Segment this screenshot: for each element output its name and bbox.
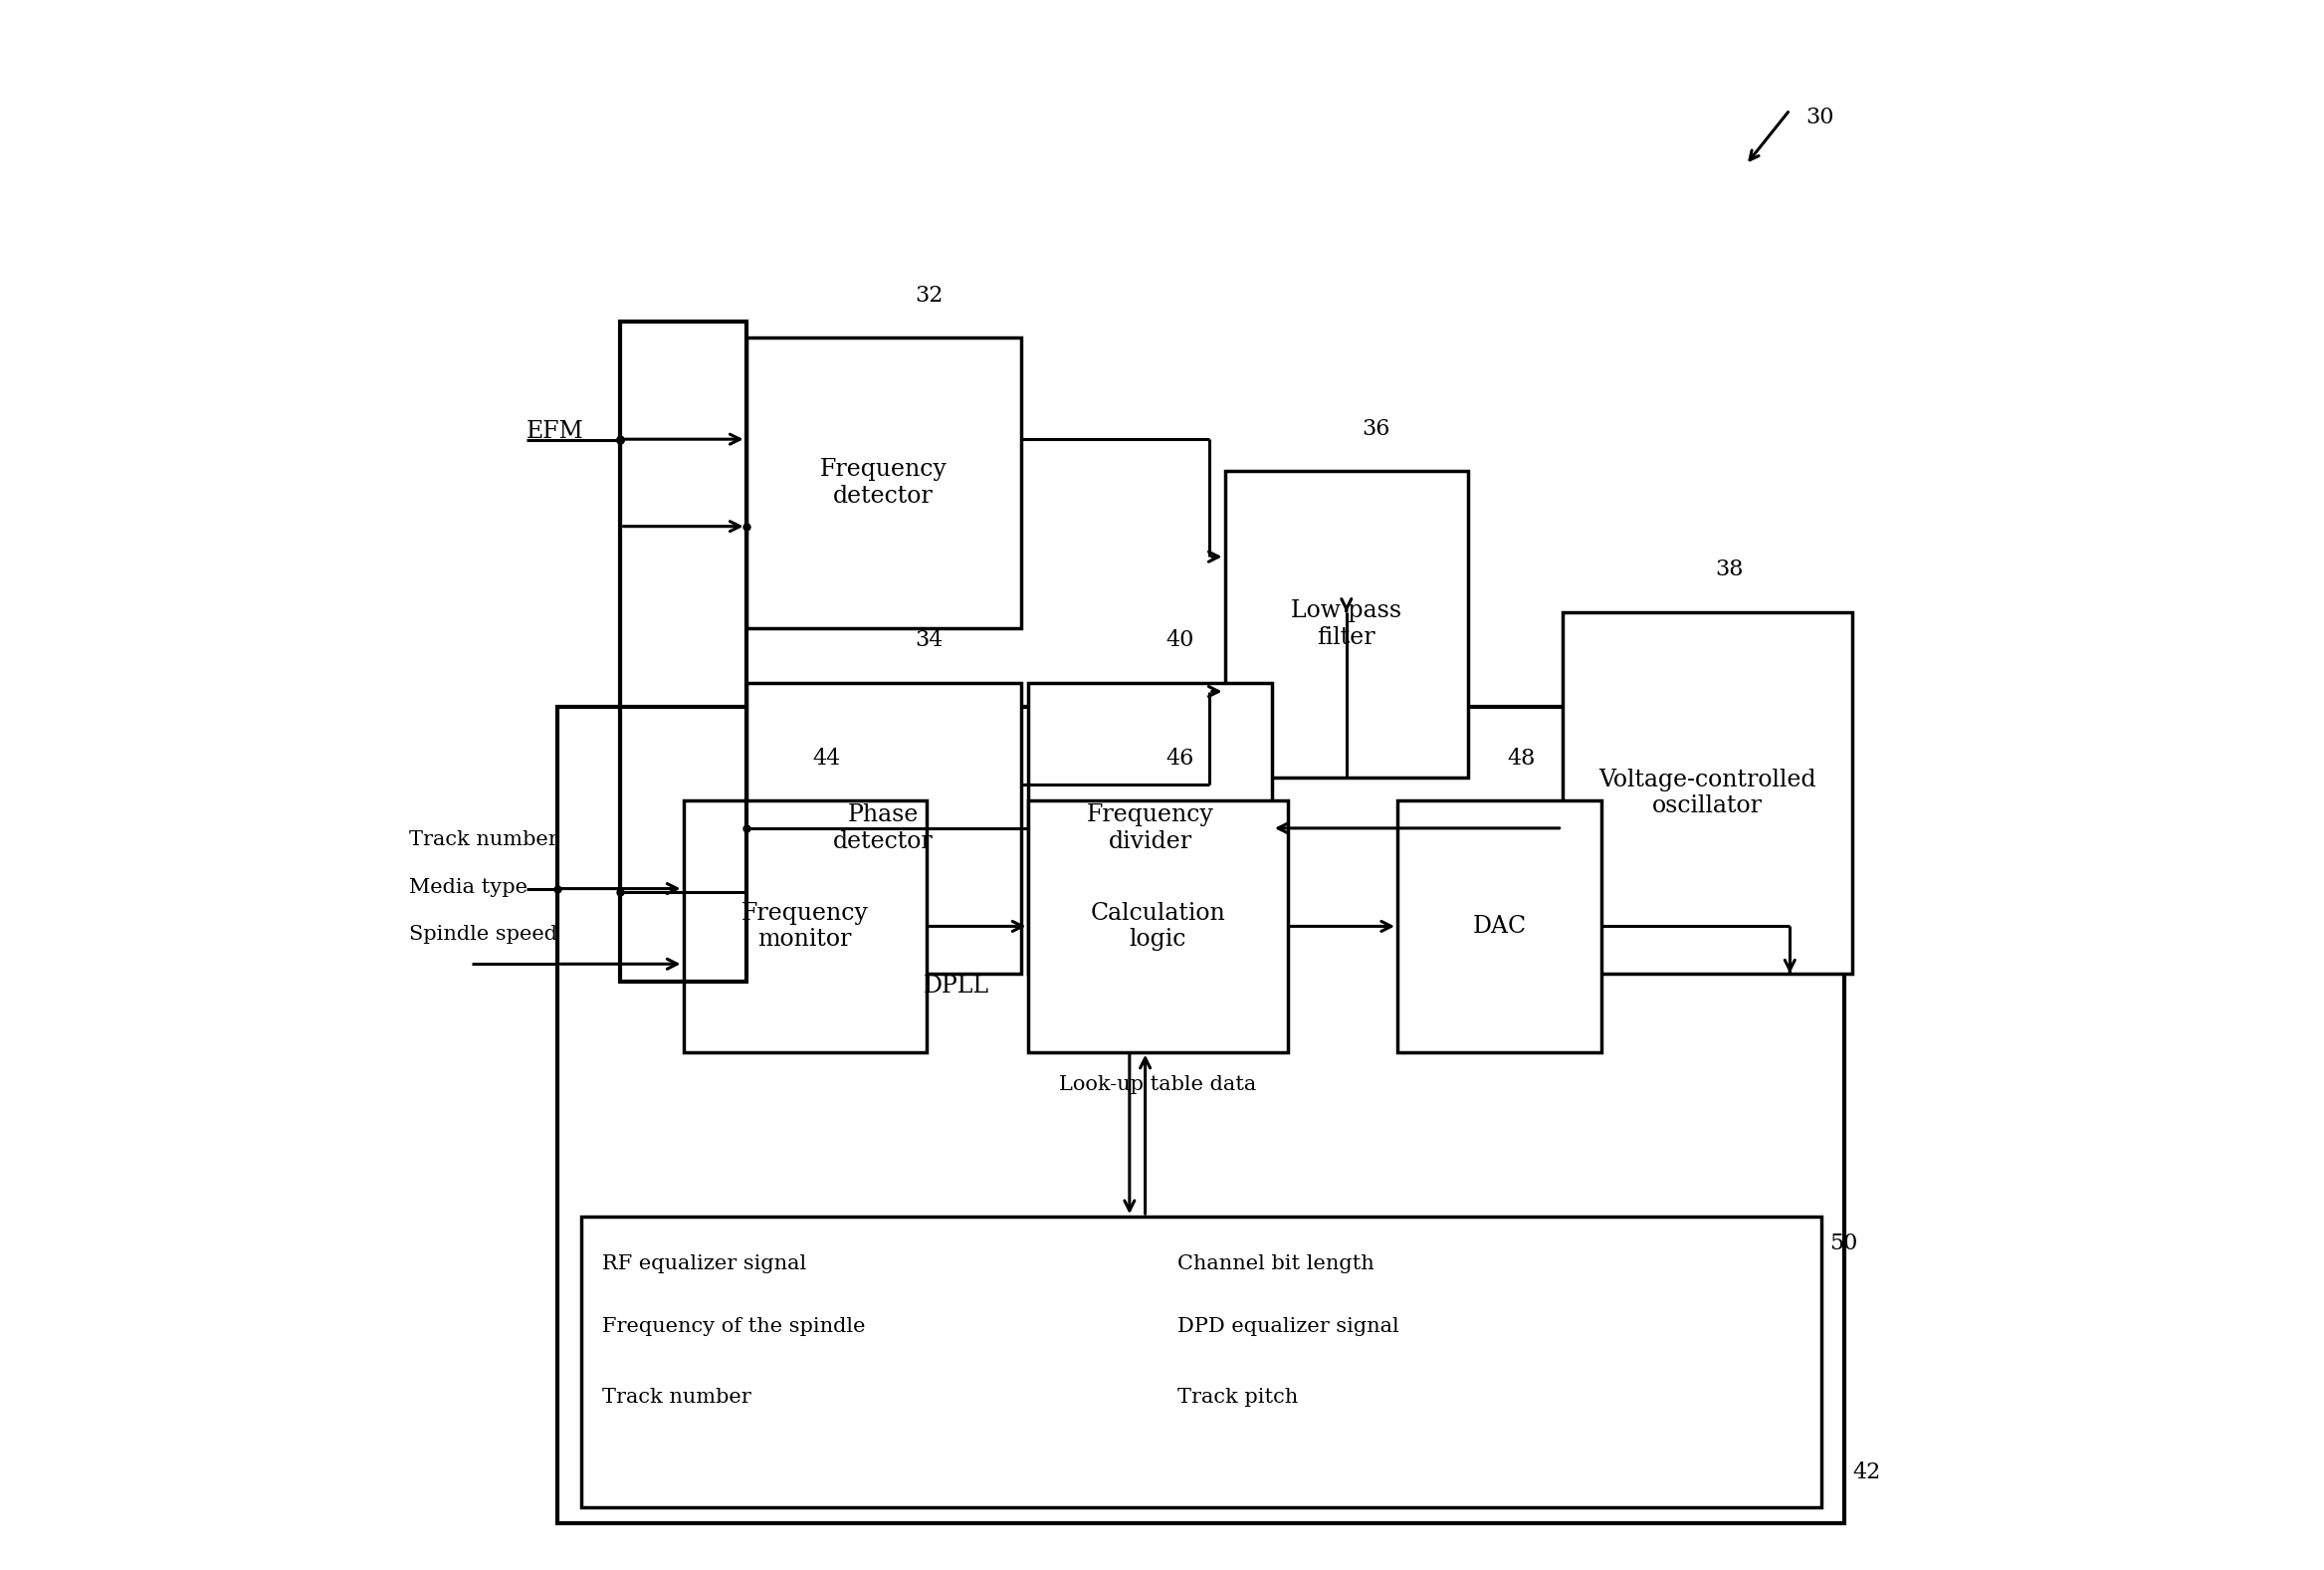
Text: 46: 46: [1167, 747, 1195, 769]
Text: Phase
detector: Phase detector: [834, 804, 934, 853]
Text: Frequency
detector: Frequency detector: [820, 458, 948, 507]
Text: Low pass
filter: Low pass filter: [1292, 600, 1401, 648]
Bar: [558, 706, 1845, 1523]
Bar: [683, 801, 927, 1052]
Text: Frequency of the spindle: Frequency of the spindle: [602, 1317, 865, 1336]
Text: Voltage-controlled
oscillator: Voltage-controlled oscillator: [1599, 768, 1817, 818]
Text: 48: 48: [1508, 747, 1536, 769]
Text: 34: 34: [916, 630, 944, 652]
Text: 36: 36: [1362, 418, 1390, 440]
Text: DPD equalizer signal: DPD equalizer signal: [1178, 1317, 1399, 1336]
Text: DAC: DAC: [1473, 915, 1527, 937]
Text: Calculation
logic: Calculation logic: [1090, 901, 1225, 951]
Text: Media type: Media type: [409, 878, 528, 896]
Text: 30: 30: [1806, 107, 1834, 129]
Bar: [621, 322, 746, 981]
Bar: [581, 1217, 1822, 1507]
Bar: [1562, 612, 1852, 973]
Text: 50: 50: [1829, 1232, 1857, 1254]
Text: Look-up table data: Look-up table data: [1060, 1075, 1255, 1094]
Text: Frequency
divider: Frequency divider: [1088, 804, 1213, 853]
Bar: [1030, 801, 1287, 1052]
Bar: [1397, 801, 1601, 1052]
Text: 32: 32: [916, 284, 944, 306]
Text: Track pitch: Track pitch: [1178, 1388, 1299, 1407]
Bar: [746, 338, 1020, 628]
Text: 40: 40: [1167, 630, 1195, 652]
Text: RF equalizer signal: RF equalizer signal: [602, 1254, 806, 1273]
Text: DPLL: DPLL: [923, 975, 990, 997]
Bar: [1030, 683, 1271, 973]
Text: Track number: Track number: [409, 831, 558, 849]
Text: Spindle speed: Spindle speed: [409, 925, 558, 944]
Text: Frequency
monitor: Frequency monitor: [741, 901, 869, 951]
Text: EFM: EFM: [525, 421, 583, 443]
Bar: [1225, 471, 1469, 777]
Text: 44: 44: [813, 747, 841, 769]
Text: Channel bit length: Channel bit length: [1178, 1254, 1373, 1273]
Text: Track number: Track number: [602, 1388, 751, 1407]
Text: 38: 38: [1715, 559, 1743, 581]
Text: 42: 42: [1852, 1462, 1880, 1484]
Bar: [746, 683, 1020, 973]
